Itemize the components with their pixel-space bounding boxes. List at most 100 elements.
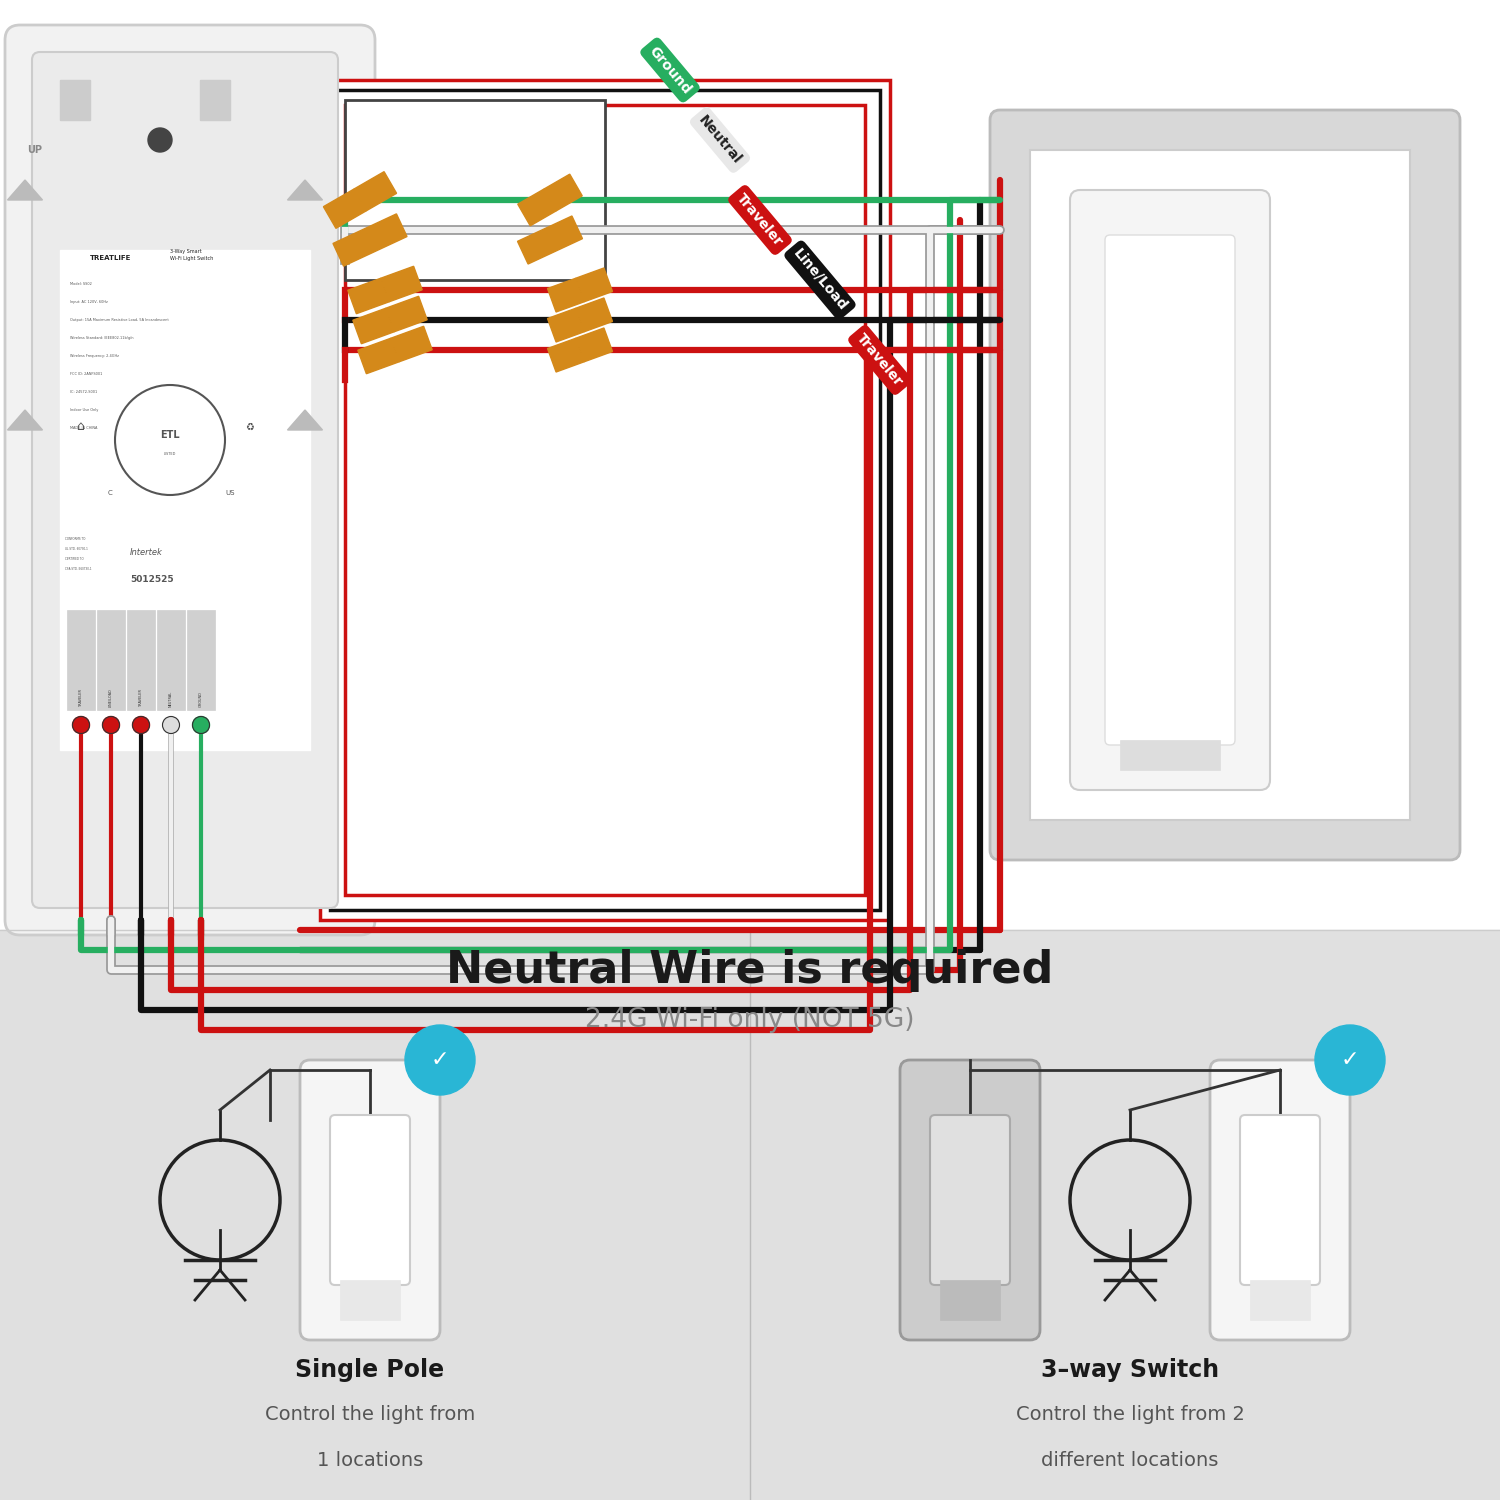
FancyBboxPatch shape [300, 1060, 439, 1340]
Bar [0, 930, 1500, 1500]
Text: Single Pole: Single Pole [296, 1358, 444, 1382]
Text: Intertek: Intertek [130, 548, 164, 556]
Bar [1030, 150, 1410, 821]
FancyArrow shape [288, 180, 322, 200]
FancyArrow shape [333, 228, 375, 266]
FancyArrow shape [8, 410, 42, 430]
FancyArrow shape [358, 339, 399, 374]
FancyArrow shape [381, 267, 422, 302]
Bar [188, 610, 214, 710]
Text: different locations: different locations [1041, 1450, 1218, 1470]
FancyArrow shape [390, 327, 432, 362]
FancyArrow shape [544, 216, 582, 252]
Bar [345, 105, 866, 895]
Bar [158, 610, 184, 710]
FancyBboxPatch shape [1070, 190, 1270, 790]
Bar [68, 610, 94, 710]
Circle shape [132, 717, 150, 734]
Text: Model: SS02: Model: SS02 [70, 282, 92, 286]
Circle shape [102, 717, 120, 734]
FancyArrow shape [518, 228, 555, 264]
Text: FCC ID: 2ANFS001: FCC ID: 2ANFS001 [70, 372, 102, 376]
FancyArrow shape [576, 268, 612, 302]
Text: GROUND: GROUND [200, 692, 202, 706]
Bar [98, 610, 124, 710]
FancyArrow shape [364, 214, 407, 252]
Text: 3-Way Smart
Wi-Fi Light Switch: 3-Way Smart Wi-Fi Light Switch [170, 249, 213, 261]
Text: Traveler: Traveler [734, 190, 786, 249]
Text: ♻: ♻ [246, 422, 255, 432]
Text: NEUTRAL: NEUTRAL [170, 690, 172, 706]
Text: Input: AC 120V, 60Hz: Input: AC 120V, 60Hz [70, 300, 108, 304]
FancyBboxPatch shape [990, 110, 1460, 859]
Text: CERTIFIED TO: CERTIFIED TO [64, 556, 84, 561]
Bar [345, 100, 604, 280]
FancyBboxPatch shape [930, 1114, 1010, 1286]
Bar [128, 610, 154, 710]
Bar [1120, 740, 1220, 770]
Text: Neutral: Neutral [696, 112, 744, 166]
FancyArrow shape [352, 309, 395, 344]
Text: Indoor Use Only: Indoor Use Only [70, 408, 99, 413]
Text: Control the light from: Control the light from [266, 1406, 476, 1425]
Text: CONFORMS TO: CONFORMS TO [64, 537, 86, 542]
Bar [940, 1280, 1000, 1320]
Bar [1250, 1280, 1310, 1320]
Circle shape [148, 128, 172, 152]
Bar [340, 1280, 400, 1320]
Text: LINE/LOAD: LINE/LOAD [110, 688, 112, 706]
Text: Neutral Wire is required: Neutral Wire is required [447, 948, 1053, 992]
Text: 3–way Switch: 3–way Switch [1041, 1358, 1220, 1382]
Text: Traveler: Traveler [853, 332, 906, 388]
Text: TRAVELER: TRAVELER [140, 688, 142, 706]
Circle shape [405, 1024, 476, 1095]
Text: 5012525: 5012525 [130, 574, 174, 584]
Text: UP: UP [27, 146, 42, 154]
Text: MADE IN CHINA: MADE IN CHINA [70, 426, 98, 430]
Circle shape [192, 717, 210, 734]
Text: C: C [108, 490, 112, 496]
Bar [0, 0, 1500, 930]
FancyArrow shape [548, 279, 585, 312]
Text: Wireless Frequency: 2.4GHz: Wireless Frequency: 2.4GHz [70, 354, 118, 358]
Bar [64, 544, 105, 585]
Text: 2.4G Wi-Fi only (NOT 5G): 2.4G Wi-Fi only (NOT 5G) [585, 1007, 915, 1034]
Text: CSA STD. E60730-1: CSA STD. E60730-1 [64, 567, 92, 572]
FancyBboxPatch shape [1106, 236, 1234, 746]
FancyArrow shape [354, 171, 396, 211]
Circle shape [162, 717, 180, 734]
FancyArrow shape [518, 189, 556, 226]
Text: IC: 24572-S001: IC: 24572-S001 [70, 390, 98, 394]
Text: Line/Load: Line/Load [790, 246, 849, 314]
FancyArrow shape [543, 174, 582, 211]
FancyBboxPatch shape [900, 1060, 1040, 1340]
Bar [60, 80, 90, 120]
Text: Control the light from 2: Control the light from 2 [1016, 1406, 1245, 1425]
Bar [60, 251, 310, 750]
Text: ✓: ✓ [1341, 1050, 1359, 1070]
Text: 1 locations: 1 locations [316, 1450, 423, 1470]
Circle shape [1316, 1024, 1384, 1095]
Text: Wireless Standard: IEEE802.11b/g/n: Wireless Standard: IEEE802.11b/g/n [70, 336, 134, 340]
FancyArrow shape [324, 189, 366, 228]
FancyArrow shape [348, 279, 390, 314]
FancyBboxPatch shape [1240, 1114, 1320, 1286]
Bar [330, 90, 880, 910]
Text: ⌂: ⌂ [76, 420, 84, 434]
Circle shape [72, 717, 90, 734]
Text: TRAVELER: TRAVELER [80, 688, 82, 706]
FancyArrow shape [8, 180, 42, 200]
Text: ✓: ✓ [430, 1050, 450, 1070]
FancyArrow shape [576, 328, 612, 362]
Bar [320, 80, 890, 919]
FancyBboxPatch shape [330, 1114, 410, 1286]
FancyArrow shape [576, 298, 612, 332]
FancyBboxPatch shape [32, 53, 338, 907]
Text: LISTED: LISTED [164, 452, 176, 456]
FancyBboxPatch shape [4, 26, 375, 934]
Text: Ground: Ground [646, 44, 694, 96]
FancyArrow shape [288, 410, 322, 430]
Bar [200, 80, 230, 120]
FancyArrow shape [548, 339, 585, 372]
Text: US: US [225, 490, 234, 496]
